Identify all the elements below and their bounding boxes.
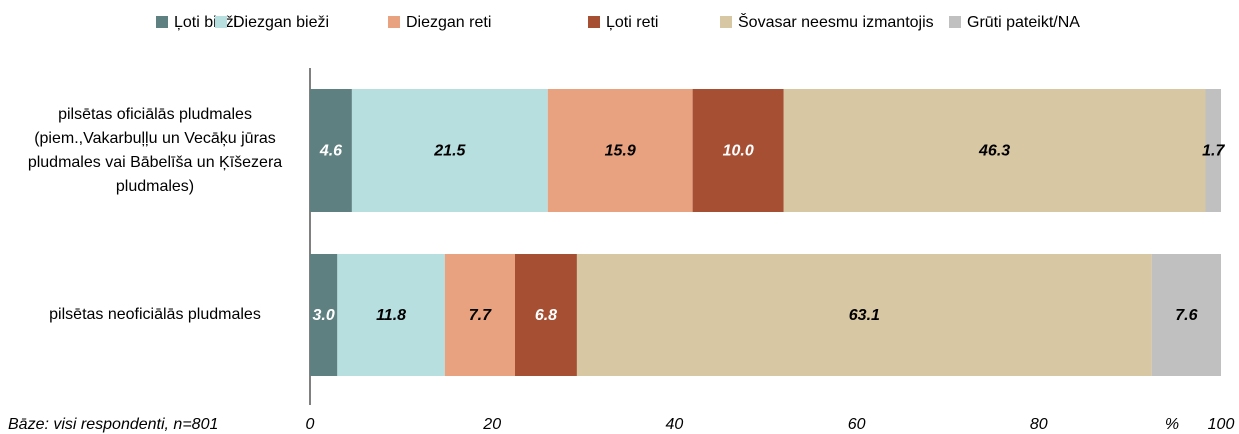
bar-segment bbox=[337, 254, 445, 376]
bar-segment bbox=[310, 89, 352, 212]
data-label: 63.1 bbox=[849, 307, 880, 324]
bar-segment bbox=[1205, 89, 1221, 212]
legend-swatch bbox=[156, 16, 168, 28]
bar-segment bbox=[310, 254, 338, 376]
x-tick-label: 0 bbox=[306, 416, 315, 433]
data-label: 15.9 bbox=[605, 143, 636, 160]
x-tick-label: 20 bbox=[482, 416, 501, 433]
legend-swatch bbox=[388, 16, 400, 28]
legend-label: Šovasar neesmu izmantojis bbox=[738, 12, 934, 31]
note: Bāze: visi respondenti, n=801 bbox=[8, 416, 218, 433]
bar-segment bbox=[351, 89, 548, 212]
data-label: 7.6 bbox=[1175, 307, 1197, 324]
data-label: 7.7 bbox=[469, 307, 492, 324]
bar-segment bbox=[444, 254, 515, 376]
data-label: 10.0 bbox=[723, 143, 754, 160]
legend-label: Ļoti bieži bbox=[174, 14, 237, 31]
bar-segment bbox=[1151, 254, 1221, 376]
legend-swatch bbox=[949, 16, 961, 28]
category-label: pilsētas neoficiālās pludmales bbox=[49, 306, 261, 323]
x-axis-label: % bbox=[1165, 416, 1179, 433]
data-label: 1.7 bbox=[1202, 143, 1225, 160]
legend-label: Grūti pateikt/NA bbox=[967, 14, 1080, 31]
bar-segment bbox=[692, 89, 784, 212]
legend-swatch bbox=[588, 16, 600, 28]
x-tick-label: 80 bbox=[1030, 416, 1048, 433]
bar-segment bbox=[783, 89, 1206, 212]
data-label: 46.3 bbox=[978, 143, 1010, 160]
data-label: 11.8 bbox=[376, 307, 406, 324]
legend-label: Diezgan bieži bbox=[233, 14, 329, 31]
bar-segment bbox=[514, 254, 577, 376]
data-label: 21.5 bbox=[433, 143, 466, 160]
legend-swatch bbox=[720, 16, 732, 28]
legend-label: Diezgan reti bbox=[406, 14, 491, 31]
data-label: 4.6 bbox=[319, 143, 342, 160]
data-label: 3.0 bbox=[313, 307, 335, 324]
bar-segment bbox=[547, 89, 693, 212]
data-label: 6.8 bbox=[535, 307, 557, 324]
legend-swatch bbox=[215, 16, 227, 28]
x-tick-label: 40 bbox=[666, 416, 684, 433]
bar-segment bbox=[576, 254, 1152, 376]
x-tick-label: 60 bbox=[848, 416, 866, 433]
x-tick-label: 100 bbox=[1208, 416, 1235, 433]
legend-label: Ļoti reti bbox=[606, 14, 658, 31]
category-label: pilsētas oficiālās pludmales (piem.,Vaka… bbox=[27, 105, 283, 195]
